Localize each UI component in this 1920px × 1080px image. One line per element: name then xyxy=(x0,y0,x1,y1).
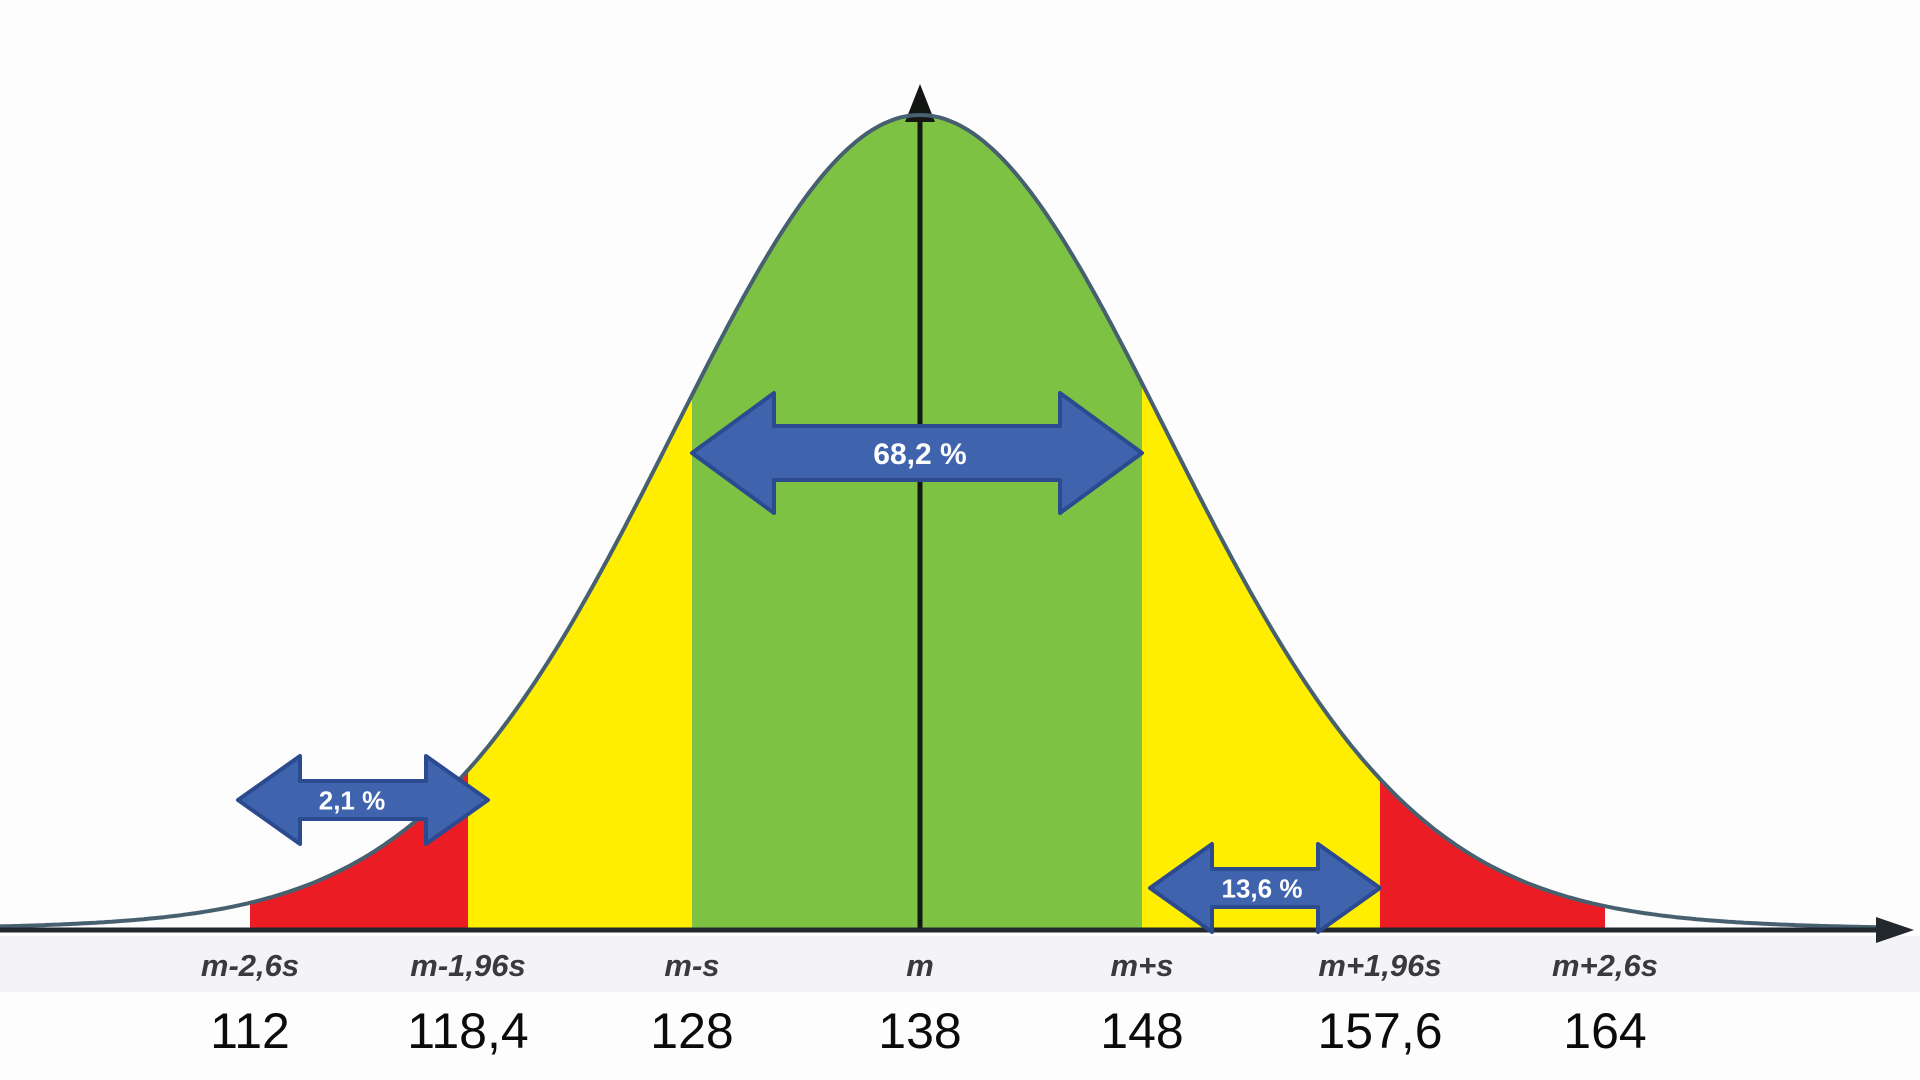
region-red-left xyxy=(250,770,468,930)
tick-value-label-4: 148 xyxy=(1100,1003,1183,1059)
tick-sigma-label-0: m-2,6s xyxy=(201,948,299,983)
tick-value-label-3: 138 xyxy=(878,1003,961,1059)
region-red-right xyxy=(1380,778,1605,930)
tick-value-label-0: 112 xyxy=(210,1003,290,1059)
tick-value-label-2: 128 xyxy=(650,1003,733,1059)
arrow-68-2-percent xyxy=(690,391,1144,515)
tick-value-label-6: 164 xyxy=(1563,1003,1646,1059)
arrow-2-1-percent-label: 2,1 % xyxy=(319,785,386,815)
tick-sigma-label-4: m+s xyxy=(1111,948,1174,983)
tick-sigma-label-5: m+1,96s xyxy=(1318,948,1441,983)
region-yellow-left xyxy=(468,395,692,931)
bell-curve-outline xyxy=(0,113,1877,930)
tick-sigma-label-3: m xyxy=(906,948,934,983)
tick-sigma-label-2: m-s xyxy=(664,948,719,983)
arrow-68-2-percent-label: 68,2 % xyxy=(873,438,966,471)
axis-label-band xyxy=(0,936,1920,992)
region-yellow-right xyxy=(1142,383,1380,930)
x-axis-arrowhead-icon xyxy=(1876,917,1914,943)
region-green-center xyxy=(692,115,1142,930)
arrow-2-1-percent xyxy=(236,754,490,846)
tick-value-label-1: 118,4 xyxy=(407,1003,528,1059)
tick-sigma-label-6: m+2,6s xyxy=(1552,948,1658,983)
mean-axis-arrowhead-icon xyxy=(905,84,935,122)
arrow-13-6-percent-label: 13,6 % xyxy=(1222,873,1303,903)
tick-value-label-5: 157,6 xyxy=(1317,1003,1442,1059)
tick-sigma-label-1: m-1,96s xyxy=(410,948,525,983)
arrow-13-6-percent xyxy=(1148,842,1382,934)
